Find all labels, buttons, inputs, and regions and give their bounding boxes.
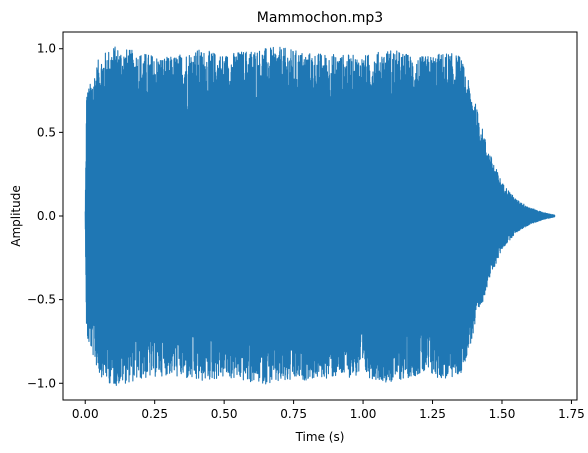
x-tick-label: 1.25 — [419, 407, 446, 421]
x-tick-label: 0.50 — [211, 407, 238, 421]
x-axis-label: Time (s) — [295, 430, 345, 444]
x-tick-label: 0.25 — [141, 407, 168, 421]
x-tick-label: 1.00 — [350, 407, 377, 421]
chart-title: Mammochon.mp3 — [257, 10, 383, 26]
waveform-series-line — [84, 46, 556, 386]
y-tick-label: −1.0 — [27, 376, 56, 390]
y-axis-ticks: −1.0 −0.5 0.0 0.5 1.0 — [27, 42, 63, 390]
y-tick-label: 0.0 — [37, 209, 56, 223]
x-axis-ticks: 0.00 0.25 0.50 0.75 1.00 1.25 1.50 1.75 — [72, 400, 585, 421]
plot-area — [84, 46, 556, 386]
plot-frame — [62, 31, 578, 401]
y-tick-label: 1.0 — [37, 42, 56, 56]
y-axis-label: Amplitude — [9, 185, 23, 247]
x-tick-label: 1.50 — [489, 407, 516, 421]
y-tick-label: 0.5 — [37, 125, 56, 139]
x-tick-label: 0.00 — [72, 407, 99, 421]
y-tick-label: −0.5 — [27, 293, 56, 307]
x-tick-label: 1.75 — [558, 407, 585, 421]
x-tick-label: 0.75 — [280, 407, 307, 421]
